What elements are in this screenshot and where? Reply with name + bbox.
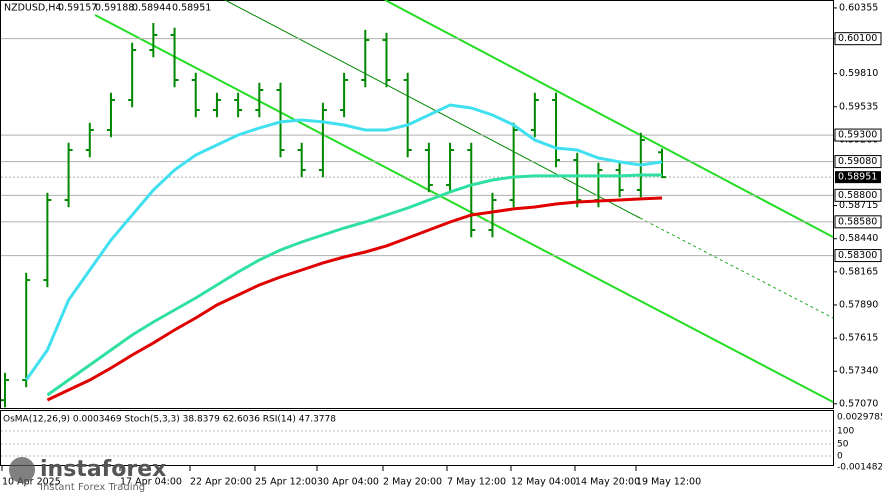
x-tick-label: 2 May 20:00 (383, 477, 442, 488)
y-tick-label: 0.58715 (839, 200, 878, 211)
quote-open: 0.59157 (58, 3, 97, 14)
price-level-label: 0.59080 (838, 156, 877, 167)
channel-line (94, 14, 834, 403)
y-tick-label: 0.57070 (839, 398, 878, 409)
quote-close: 0.58951 (172, 3, 211, 14)
x-tick-label: 7 May 12:00 (447, 477, 506, 488)
indicator-tick-label: -0.001482 (837, 463, 882, 473)
price-level-box (834, 188, 882, 202)
moving-average (24, 103, 663, 381)
indicator-tick-label: 50 (837, 440, 849, 450)
y-tick-label: 0.60355 (839, 2, 878, 13)
price-level-label: 0.59300 (838, 130, 877, 141)
x-tick-label: 25 Apr 12:00 (255, 477, 317, 488)
y-tick-label: 0.57890 (839, 299, 878, 310)
price-level-box (834, 249, 882, 263)
x-tick-label: 17 Apr 04:00 (120, 477, 182, 488)
quote-low: 0.58944 (132, 3, 171, 14)
price-level-box (834, 32, 882, 46)
logo: instaforex Instant Forex Trading (9, 457, 166, 493)
logo-icon (9, 457, 35, 483)
trend-line-projection (639, 217, 834, 319)
indicator-tick-label: 100 (837, 427, 854, 437)
logo-tagline: Instant Forex Trading (40, 482, 145, 493)
y-tick-label: 0.57340 (839, 366, 878, 377)
moving-average (46, 196, 663, 402)
logo-text: instaforex (40, 457, 166, 482)
price-level-box (834, 128, 882, 142)
price-level-label: 0.60100 (838, 33, 877, 44)
trend-line (224, 0, 641, 219)
price-level-label: 0.58580 (838, 216, 877, 227)
x-tick-label: 19 May 12:00 (636, 477, 701, 488)
y-tick-label: 0.59535 (839, 101, 878, 112)
x-tick-label: 22 Apr 20:00 (190, 477, 252, 488)
moving-average (46, 173, 662, 397)
price-level-label: 0.58800 (838, 190, 877, 201)
current-price-box (835, 171, 881, 184)
quote-high: 0.59188 (95, 3, 134, 14)
y-tick-label: 0.58440 (839, 233, 878, 244)
indicator-tick-label: 0 (837, 452, 843, 462)
y-tick-label: 0.57615 (839, 333, 878, 344)
x-tick-label: 30 Apr 04:00 (317, 477, 379, 488)
x-tick-label: 12 May 04:00 (511, 477, 576, 488)
price-level-box (834, 215, 882, 229)
x-tick-label: 10 Apr 2025 (2, 477, 61, 488)
price-level-box (834, 155, 882, 169)
x-tick-label: 14 May 20:00 (575, 477, 640, 488)
y-tick-label: 0.59810 (839, 68, 878, 79)
current-price-label: 0.58951 (838, 172, 877, 183)
indicator-tick-label: 0.0029785 (837, 413, 882, 423)
indicator-title: OsMA(12,26,9) 0.0003469 Stoch(5,3,3) 38.… (3, 415, 336, 425)
symbol: NZDUSD,H4 (4, 3, 61, 14)
y-tick-label: 0.58165 (839, 266, 878, 277)
channel-line (384, 0, 834, 238)
price-level-label: 0.58300 (838, 250, 877, 261)
